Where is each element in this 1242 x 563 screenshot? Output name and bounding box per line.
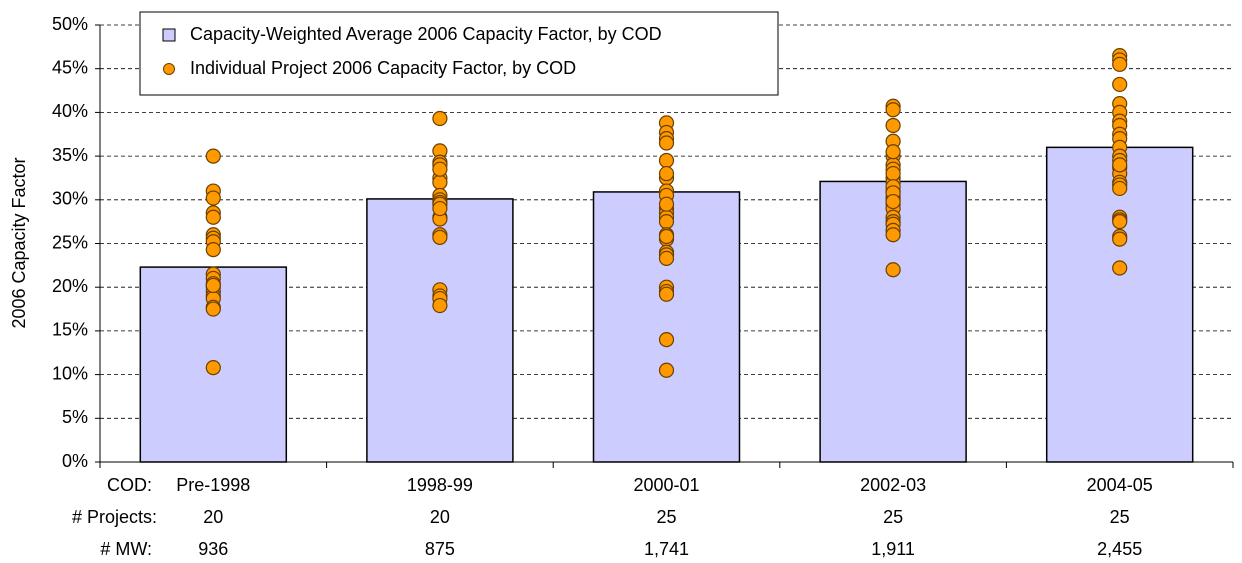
project-point xyxy=(658,250,675,266)
table-cell: Pre-1998 xyxy=(176,475,250,495)
project-point xyxy=(658,135,675,151)
table-cell: 875 xyxy=(425,539,455,559)
y-tick-label: 35% xyxy=(52,145,88,165)
project-point xyxy=(885,102,901,118)
project-point xyxy=(1112,56,1128,72)
table-cell: 2002-03 xyxy=(860,475,926,495)
y-tick-label: 30% xyxy=(52,189,88,209)
project-point xyxy=(432,161,448,177)
project-point xyxy=(885,117,901,134)
project-point xyxy=(658,228,675,245)
table-cell: 25 xyxy=(656,507,676,527)
table-cell: 1998-99 xyxy=(407,475,473,495)
project-point xyxy=(432,110,448,127)
y-tick-label: 45% xyxy=(52,57,88,77)
project-point xyxy=(658,196,675,212)
project-point xyxy=(205,209,221,225)
project-point xyxy=(658,165,675,182)
project-point xyxy=(432,297,448,314)
table-row-label: # MW: xyxy=(100,539,152,559)
table-cell: 20 xyxy=(203,507,223,527)
table-cell: 2000-01 xyxy=(633,475,699,495)
y-tick-label: 5% xyxy=(62,407,88,427)
y-tick-label: 20% xyxy=(52,276,88,296)
table-cell: 25 xyxy=(1110,507,1130,527)
project-point xyxy=(205,242,221,258)
y-tick-label: 40% xyxy=(52,101,88,121)
project-point xyxy=(1112,180,1128,197)
project-point xyxy=(432,229,448,245)
y-tick-label: 10% xyxy=(52,363,88,383)
project-point xyxy=(1112,260,1128,276)
project-point xyxy=(205,148,221,164)
y-tick-label: 0% xyxy=(62,451,88,471)
y-tick-label: 15% xyxy=(52,320,88,340)
project-point xyxy=(885,227,901,243)
table-cell: 936 xyxy=(198,539,228,559)
table-row-label: COD: xyxy=(107,475,152,495)
project-point xyxy=(205,190,221,206)
legend-swatch xyxy=(162,28,176,42)
project-point xyxy=(885,144,901,160)
project-point xyxy=(658,286,675,302)
legend-label: Capacity-Weighted Average 2006 Capacity … xyxy=(190,24,662,44)
y-tick-label: 50% xyxy=(52,14,88,34)
project-point xyxy=(658,214,675,230)
project-point xyxy=(658,332,675,348)
legend-box xyxy=(139,11,779,96)
project-point xyxy=(1112,157,1128,173)
project-point xyxy=(1112,214,1128,230)
project-point xyxy=(885,165,901,182)
table-cell: 1,741 xyxy=(644,539,689,559)
project-point xyxy=(1112,231,1128,247)
project-point xyxy=(658,362,675,378)
y-tick-label: 25% xyxy=(52,232,88,252)
project-point xyxy=(658,152,675,169)
table-cell: 25 xyxy=(883,507,903,527)
y-axis-label: 2006 Capacity Factor xyxy=(9,157,29,328)
table-cell: 1,911 xyxy=(871,539,915,559)
legend-label: Individual Project 2006 Capacity Factor,… xyxy=(190,58,576,78)
project-point xyxy=(1112,76,1128,93)
project-point xyxy=(205,301,221,317)
table-cell: 2004-05 xyxy=(1087,475,1153,495)
project-point xyxy=(205,277,221,294)
project-point xyxy=(432,174,448,190)
project-point xyxy=(885,193,901,210)
table-cell: 2,455 xyxy=(1097,539,1142,559)
bar xyxy=(1045,146,1194,463)
project-point xyxy=(205,360,221,376)
project-point xyxy=(885,262,901,278)
table-row-label: # Projects: xyxy=(72,507,157,527)
table-cell: 20 xyxy=(430,507,450,527)
project-point xyxy=(432,200,448,217)
legend-swatch xyxy=(163,63,175,75)
